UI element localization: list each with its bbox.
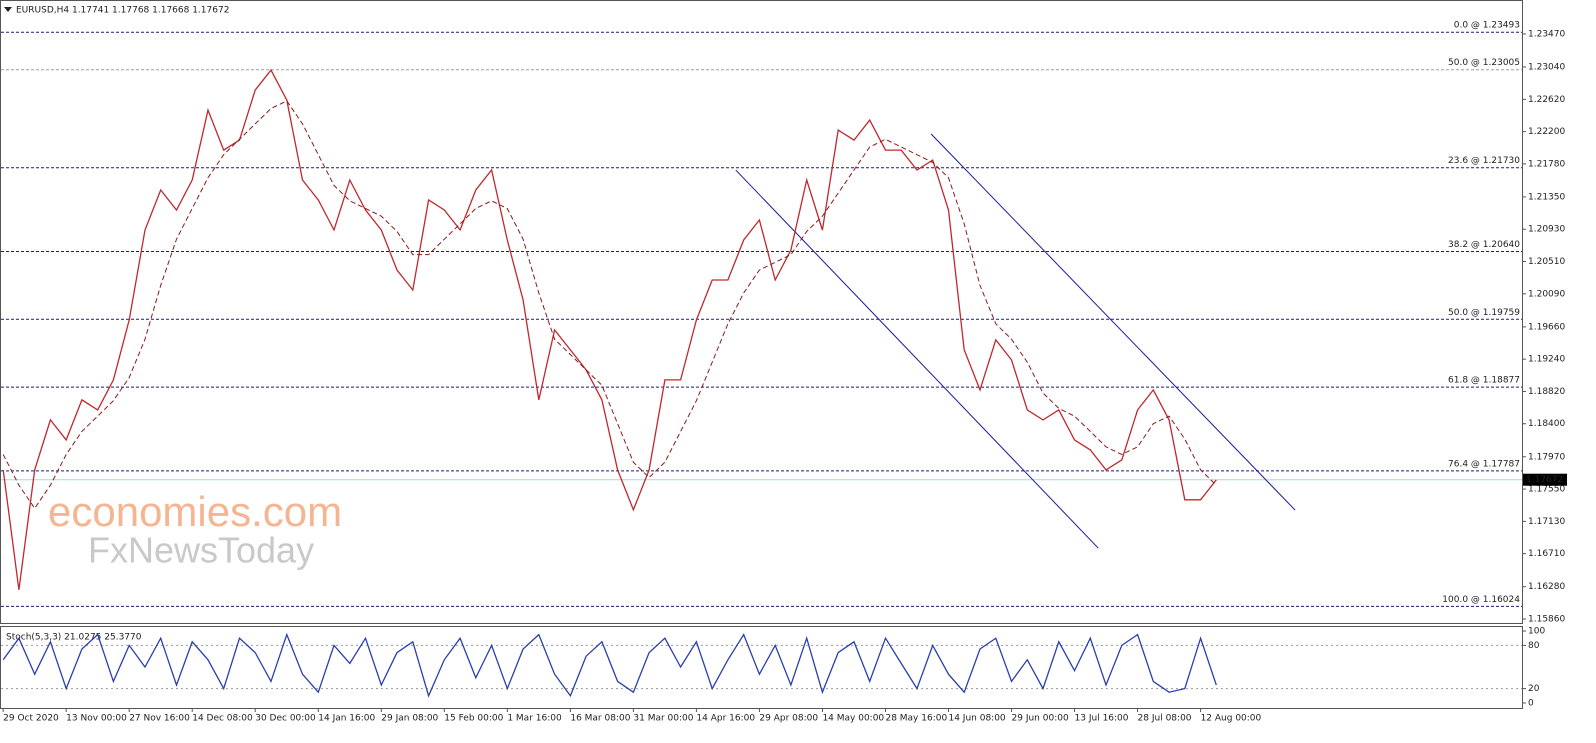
x-tick-label: 14 Dec 08:00 xyxy=(192,714,253,724)
level-label: 50.0 @ 1.23005 xyxy=(1448,58,1520,68)
y-tick-label: 1.17970 xyxy=(1528,452,1565,462)
watermark: economies.com xyxy=(48,488,342,535)
y-tick-label: 1.15860 xyxy=(1528,615,1565,625)
y-tick-label: 1.22620 xyxy=(1528,95,1565,105)
x-tick-label: 1 Mar 16:00 xyxy=(507,714,562,724)
x-tick-label: 31 Mar 00:00 xyxy=(633,714,693,724)
x-tick-label: 16 Mar 08:00 xyxy=(570,714,630,724)
level-label: 76.4 @ 1.17787 xyxy=(1448,459,1520,469)
main-panel xyxy=(0,0,1523,624)
current-price-box xyxy=(1523,473,1567,486)
trendline xyxy=(735,169,1099,549)
y-tick-label: 1.23040 xyxy=(1528,63,1565,73)
y-tick-label: 1.21780 xyxy=(1528,159,1565,169)
y-tick-label: 1.22200 xyxy=(1528,127,1565,137)
series-line xyxy=(2,632,1217,698)
level-label: 100.0 @ 1.16024 xyxy=(1442,595,1520,605)
x-tick-label: 14 Jun 08:00 xyxy=(948,714,1005,724)
y-tick-label: 1.17130 xyxy=(1528,517,1565,527)
level-label: 50.0 @ 1.19759 xyxy=(1448,308,1520,318)
x-tick-label: 29 Jun 00:00 xyxy=(1012,714,1069,724)
x-tick-label: 27 Nov 16:00 xyxy=(129,714,190,724)
x-tick-label: 14 Jan 16:00 xyxy=(318,714,375,724)
chart-title: EURUSD,H4 1.17741 1.17768 1.17668 1.1767… xyxy=(16,6,229,16)
y-tick-label: 1.21350 xyxy=(1528,192,1565,202)
x-tick-label: 29 Jan 08:00 xyxy=(381,714,438,724)
level-label: 38.2 @ 1.20640 xyxy=(1448,240,1520,250)
y-tick-label: 20 xyxy=(1528,684,1540,694)
stoch-panel xyxy=(0,626,1523,709)
y-tick-label: 0 xyxy=(1528,699,1534,709)
level-label: 0.0 @ 1.23493 xyxy=(1454,21,1520,31)
current-price-label: 1.17672 xyxy=(1526,475,1563,485)
y-tick-label: 1.18400 xyxy=(1528,419,1565,429)
level-label: 23.6 @ 1.21730 xyxy=(1448,156,1520,166)
series-line xyxy=(2,68,1217,590)
trendline xyxy=(930,133,1296,511)
y-tick-label: 1.17550 xyxy=(1528,485,1565,495)
x-tick-label: 14 May 00:00 xyxy=(822,714,884,724)
y-tick-label: 100 xyxy=(1528,627,1545,637)
x-tick-label: 28 Jul 08:00 xyxy=(1138,714,1192,724)
x-tick-label: 29 Apr 08:00 xyxy=(759,714,818,724)
y-tick-label: 1.20930 xyxy=(1528,225,1565,235)
x-tick-label: 15 Feb 00:00 xyxy=(444,714,503,724)
y-tick-label: 1.16710 xyxy=(1528,549,1565,559)
y-tick-label: 1.23470 xyxy=(1528,29,1565,39)
y-tick-label: 1.19660 xyxy=(1528,322,1565,332)
x-tick-label: 13 Nov 00:00 xyxy=(66,714,127,724)
menu-arrow xyxy=(4,7,12,12)
series-line xyxy=(2,100,1217,510)
y-tick-label: 1.20510 xyxy=(1528,257,1565,267)
y-tick-label: 80 xyxy=(1528,641,1540,651)
indicator-title: Stoch(5,3,3) 21.0275 25.3770 xyxy=(6,633,142,643)
watermark: FxNewsToday xyxy=(88,530,314,571)
y-tick-label: 1.18820 xyxy=(1528,387,1565,397)
x-tick-label: 14 Apr 16:00 xyxy=(696,714,755,724)
y-tick-label: 1.16280 xyxy=(1528,582,1565,592)
x-tick-label: 13 Jul 16:00 xyxy=(1075,714,1129,724)
x-tick-label: 30 Dec 00:00 xyxy=(255,714,316,724)
y-tick-label: 1.19240 xyxy=(1528,355,1565,365)
x-tick-label: 28 May 16:00 xyxy=(885,714,947,724)
y-tick-label: 1.20090 xyxy=(1528,289,1565,299)
level-label: 61.8 @ 1.18877 xyxy=(1448,376,1520,386)
x-tick-label: 12 Aug 00:00 xyxy=(1201,714,1262,724)
x-tick-label: 29 Oct 2020 xyxy=(3,714,59,724)
